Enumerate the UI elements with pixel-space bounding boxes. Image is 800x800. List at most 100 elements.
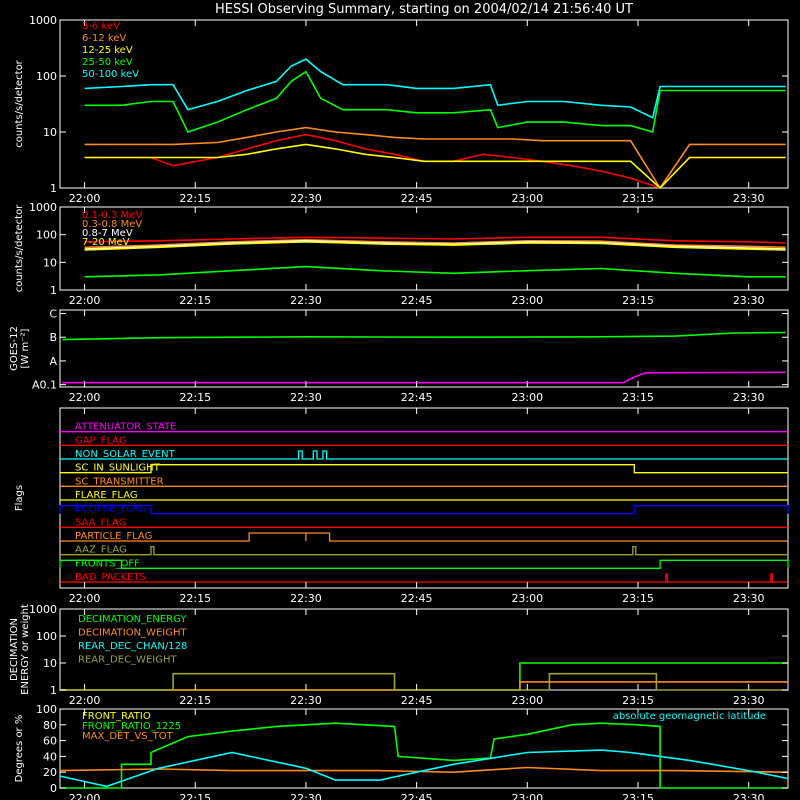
flag-label: SAA_FLAG	[75, 517, 126, 528]
flag-label: SC_TRANSMITTER	[75, 476, 164, 487]
series-line	[62, 331, 786, 341]
legend-entry: 12-25 keV	[82, 45, 133, 56]
y-axis-label: GOES-12	[9, 326, 20, 371]
panel-frame	[59, 708, 789, 789]
series-line	[84, 236, 786, 244]
y-tick-label: 1	[50, 284, 57, 297]
y-tick-label: 20	[43, 766, 57, 779]
x-tick-label: 22:15	[179, 192, 211, 205]
x-tick-label: 22:45	[401, 294, 433, 307]
x-tick-label: 23:00	[511, 792, 543, 800]
panel-frame	[59, 19, 789, 189]
legend-entry: REAR_DEC_CHAN/128	[78, 641, 187, 652]
flag-label: NON_SOLAR_EVENT	[75, 449, 176, 460]
y-tick-label: 0	[50, 782, 57, 795]
x-tick-label: 23:30	[733, 192, 765, 205]
series-line	[84, 265, 786, 278]
series-line	[60, 681, 788, 691]
y-tick-label: 60	[43, 735, 57, 748]
x-tick-label: 22:30	[290, 391, 322, 404]
legend-entry: 0.1-0.3 MeV	[82, 210, 142, 221]
flag-label: AAZ_FLAG	[75, 545, 127, 556]
y-axis-label: Degrees or %	[14, 715, 25, 783]
y-tick-label: 40	[43, 750, 57, 763]
flag-label: ATTENUATOR_STATE	[75, 422, 176, 433]
x-tick-label: 23:30	[733, 592, 765, 605]
x-tick-label: 22:45	[401, 694, 433, 707]
y-tick-label: 1000	[29, 14, 57, 27]
y-tick-label: 10	[43, 256, 57, 269]
x-tick-label: 22:15	[179, 391, 211, 404]
x-tick-label: 23:30	[733, 694, 765, 707]
x-tick-label: 23:00	[511, 391, 543, 404]
series-line	[60, 662, 788, 691]
series-line	[84, 240, 786, 251]
x-tick-label: 22:30	[290, 792, 322, 800]
x-tick-label: 22:00	[69, 592, 101, 605]
annotation-label: absolute geomagnetic latitude	[613, 711, 766, 722]
y-tick-label: 1	[50, 182, 57, 195]
x-tick-label: 23:15	[622, 294, 654, 307]
series-line	[84, 143, 786, 190]
x-tick-label: 23:15	[622, 192, 654, 205]
flag-label: ECLIPSE_FLAG	[75, 504, 146, 515]
series-line	[84, 126, 786, 190]
x-tick-label: 23:00	[511, 192, 543, 205]
y-tick-label: A0.1	[32, 379, 57, 392]
x-tick-label: 23:00	[511, 294, 543, 307]
x-tick-label: 22:15	[179, 694, 211, 707]
chart-title: HESSI Observing Summary, starting on 200…	[215, 2, 633, 17]
series-line	[84, 70, 786, 134]
x-tick-label: 22:30	[290, 192, 322, 205]
y-axis-label: counts/s/detector	[14, 59, 25, 147]
x-tick-label: 23:30	[733, 792, 765, 800]
x-tick-label: 22:15	[179, 792, 211, 800]
y-tick-label: 100	[36, 229, 57, 242]
series-line	[60, 672, 788, 691]
y-tick-label: 10	[43, 126, 57, 139]
legend-entry: 7-20 MeV	[82, 237, 130, 248]
x-tick-label: 23:30	[733, 294, 765, 307]
x-tick-label: 23:15	[622, 694, 654, 707]
y-tick-label: 100	[36, 703, 57, 716]
legend-entry: DECIMATION_ENERGY	[78, 614, 187, 625]
series-line	[84, 58, 786, 119]
y-axis-label: [W m⁻²]	[20, 328, 31, 368]
y-axis-label: Flags	[14, 485, 25, 511]
panel-frame	[59, 407, 789, 589]
x-tick-label: 23:30	[733, 391, 765, 404]
x-tick-label: 22:00	[69, 192, 101, 205]
legend-entry: MAX_DET_VS_TOT	[82, 731, 174, 742]
y-tick-label: 1	[50, 684, 57, 697]
flag-line	[60, 546, 788, 556]
legend-entry: 3-6 keV	[82, 21, 120, 32]
legend-entry: REAR_DEC_WEIGHT	[78, 655, 177, 666]
x-tick-label: 22:30	[290, 294, 322, 307]
flag-label: BAD_PACKETS	[75, 572, 146, 583]
flag-label: GAP_FLAG	[75, 435, 127, 446]
legend-entry: 25-50 keV	[82, 57, 133, 68]
x-tick-label: 23:15	[622, 592, 654, 605]
panel-frame	[59, 206, 789, 291]
legend-entry: 50-100 keV	[82, 69, 139, 80]
panel-frame	[59, 309, 789, 388]
legend-entry: DECIMATION_WEIGHT	[78, 628, 187, 639]
x-tick-label: 22:45	[401, 792, 433, 800]
series-line	[59, 749, 789, 788]
y-tick-label: A	[49, 355, 57, 368]
x-tick-label: 22:30	[290, 694, 322, 707]
y-tick-label: 100	[36, 70, 57, 83]
series-line	[62, 371, 786, 384]
flag-line	[59, 559, 789, 569]
legend-entry: FRONT_RATIO_1225	[82, 721, 181, 732]
y-tick-label: C	[49, 308, 57, 321]
flag-label: FLARE_FLAG	[75, 490, 138, 501]
legend-entry: 0.3-0.8 MeV	[82, 219, 142, 230]
x-tick-label: 22:00	[69, 694, 101, 707]
y-tick-label: 1000	[29, 603, 57, 616]
legend-entry: 6-12 keV	[82, 33, 126, 44]
flag-line	[60, 532, 788, 542]
flag-label: PARTICLE_FLAG	[75, 531, 152, 542]
y-axis-label: ENERGY or weight	[20, 604, 31, 695]
y-tick-label: 10	[43, 657, 57, 670]
